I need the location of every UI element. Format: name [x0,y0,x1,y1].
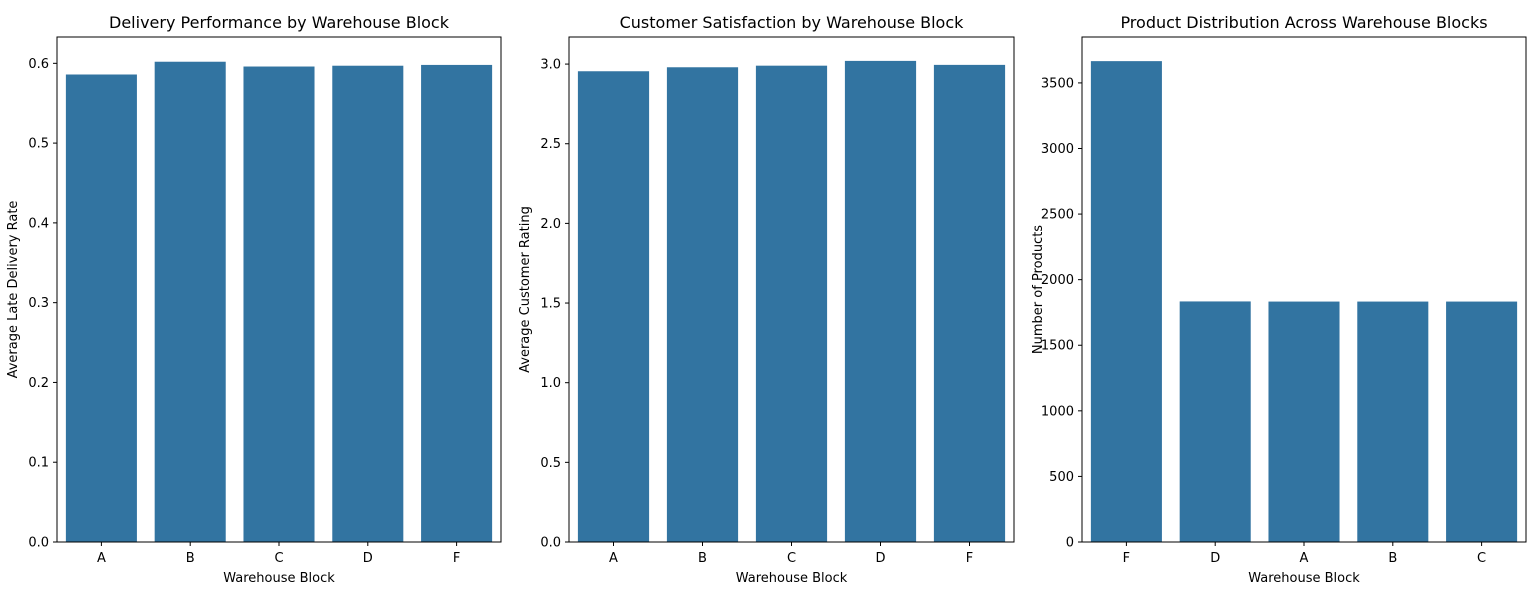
bar-F [1090,61,1162,542]
y-tick-label: 0.0 [28,536,49,551]
y-tick-label: 0.1 [28,456,49,471]
x-tick-label: C [1477,551,1486,566]
axes-frame [568,36,1015,543]
x-axis-label: Warehouse Block [223,571,335,586]
bar-B [666,67,739,543]
bar-A [577,71,650,542]
y-tick-label: 1000 [1041,404,1074,419]
x-tick-label: A [97,551,106,566]
x-tick-label: B [1388,551,1397,566]
x-tick-label: F [1123,551,1130,566]
x-tick-label: A [1300,551,1309,566]
y-tick-label: 0.5 [540,456,561,471]
bar-D [332,65,404,542]
x-axis-label: Warehouse Block [736,571,848,586]
bars-group: A B C D F 0.0 0.1 0.2 0.3 0.4 0.5 0.6 [28,57,493,566]
bar-B [154,61,226,542]
bar-F [933,64,1006,543]
y-tick-label: 2.0 [540,217,561,232]
y-tick-label: 0.4 [28,216,49,231]
x-axis-label: Warehouse Block [1248,571,1360,586]
y-tick-label: 3000 [1041,142,1074,157]
y-tick-label: 1.0 [540,376,561,391]
bar-A [65,74,137,543]
x-tick-label: C [274,551,283,566]
chart-title: Customer Satisfaction by Warehouse Block [620,13,965,32]
y-tick-label: 0.2 [28,376,49,391]
bars-group: F D A B C 0 500 1000 1500 2000 2500 3000 3500 [1041,61,1518,566]
y-tick-label: 1500 [1041,339,1074,354]
x-tick-label: B [186,551,195,566]
x-tick-label: D [1210,551,1220,566]
chart-panel-distribution: Product Distribution Across Warehouse Bl… [1031,13,1527,586]
y-axis-label: Average Late Delivery Rate [6,201,21,379]
chart-panel-delivery: Delivery Performance by Warehouse Block … [6,13,502,586]
x-tick-label: B [698,551,707,566]
y-tick-label: 0 [1066,536,1074,551]
y-tick-label: 2.5 [540,137,561,152]
chart-title: Delivery Performance by Warehouse Block [109,13,450,32]
y-tick-label: 0.0 [540,536,561,551]
x-tick-label: D [875,551,885,566]
bar-D [1179,301,1251,542]
x-tick-label: A [609,551,618,566]
y-axis-label: Number of Products [1031,225,1046,354]
y-tick-label: 3500 [1041,76,1074,91]
y-tick-label: 0.6 [28,57,49,72]
x-tick-label: C [787,551,796,566]
x-tick-label: F [453,551,460,566]
axes-frame [1081,36,1527,543]
bar-C [755,65,828,542]
chart-panel-satisfaction: Customer Satisfaction by Warehouse Block… [518,13,1015,586]
x-tick-label: D [363,551,373,566]
y-tick-label: 0.3 [28,296,49,311]
y-tick-label: 0.5 [28,137,49,152]
x-tick-label: F [966,551,973,566]
bar-C [1446,301,1518,542]
bar-B [1357,301,1429,542]
bar-F [421,64,493,542]
y-tick-label: 3.0 [540,58,561,73]
y-tick-label: 2500 [1041,208,1074,223]
axes-frame [56,36,502,543]
y-axis-label: Average Customer Rating [518,206,533,373]
bar-A [1268,301,1340,542]
bar-C [243,66,315,543]
y-tick-label: 1.5 [540,297,561,312]
y-tick-label: 500 [1049,470,1074,485]
chart-title: Product Distribution Across Warehouse Bl… [1120,13,1487,32]
y-tick-label: 2000 [1041,273,1074,288]
bars-group: A B C D F 0.0 0.5 1.0 1.5 2.0 2.5 3.0 [540,58,1006,566]
bar-D [844,60,917,542]
